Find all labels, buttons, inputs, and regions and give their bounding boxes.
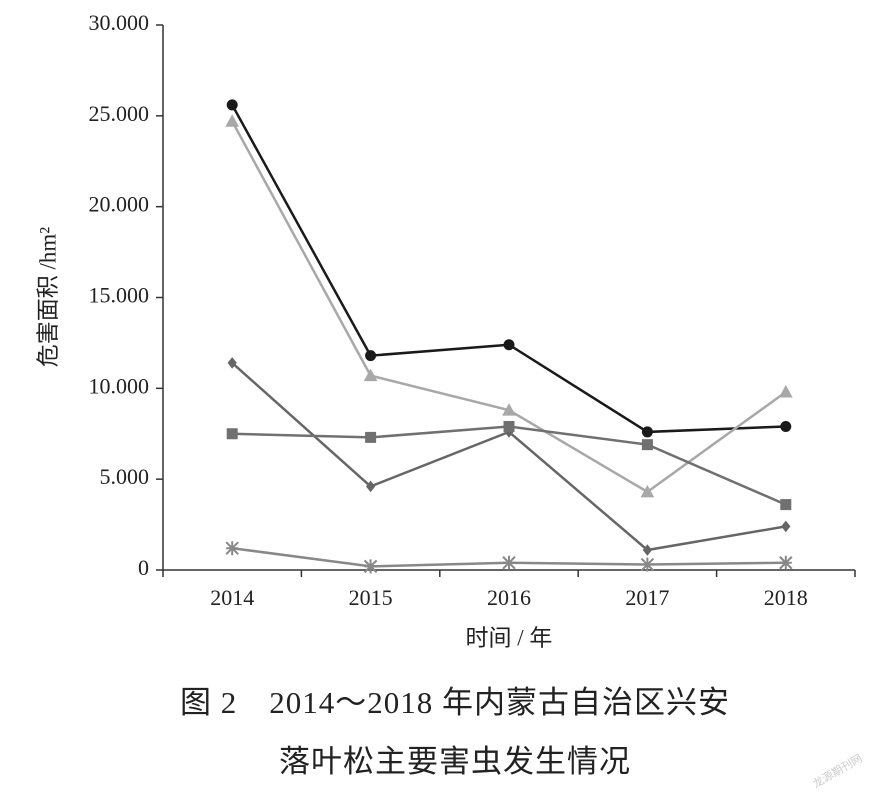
- point: [778, 384, 793, 398]
- point: [642, 544, 653, 556]
- point: [779, 555, 793, 570]
- point: [365, 480, 376, 493]
- series-line: [231, 361, 787, 552]
- point: [503, 339, 515, 351]
- x-axis-title: 时间 / 年: [466, 625, 553, 650]
- point: [363, 559, 378, 574]
- x-tick-label: 2015: [349, 585, 393, 610]
- point: [502, 403, 516, 416]
- series-line: [231, 104, 786, 434]
- point: [503, 420, 515, 432]
- caption-line: 图 2 2014～2018 年内蒙古自治区兴安: [180, 685, 730, 720]
- watermark: 龙源期刊网: [810, 751, 865, 791]
- point: [225, 114, 240, 127]
- point: [641, 426, 653, 438]
- x-tick-label: 2018: [764, 585, 808, 610]
- x-tick-label: 2017: [625, 585, 669, 610]
- point: [227, 357, 237, 369]
- point: [226, 99, 238, 111]
- point: [640, 557, 655, 572]
- point: [781, 520, 791, 533]
- y-tick-label: 25.000: [89, 101, 150, 126]
- point: [225, 541, 239, 556]
- point: [365, 350, 377, 362]
- point: [502, 555, 516, 570]
- x-tick-label: 2016: [487, 585, 531, 610]
- y-tick-label: 30.000: [89, 10, 150, 35]
- y-tick-label: 5.000: [100, 464, 150, 489]
- y-axis-title: 危害面积 /hm²: [35, 227, 60, 368]
- point: [363, 368, 378, 382]
- point: [365, 431, 377, 443]
- x-tick-label: 2014: [210, 585, 254, 610]
- y-tick-label: 20.000: [89, 192, 150, 217]
- y-tick-label: 0: [138, 555, 149, 580]
- point: [226, 428, 238, 440]
- point: [641, 439, 653, 451]
- y-tick-label: 15.000: [89, 283, 150, 308]
- point: [780, 499, 792, 511]
- caption-line: 落叶松主要害虫发生情况: [279, 744, 631, 779]
- point: [780, 420, 792, 432]
- y-tick-label: 10.000: [89, 373, 150, 398]
- point: [640, 484, 655, 498]
